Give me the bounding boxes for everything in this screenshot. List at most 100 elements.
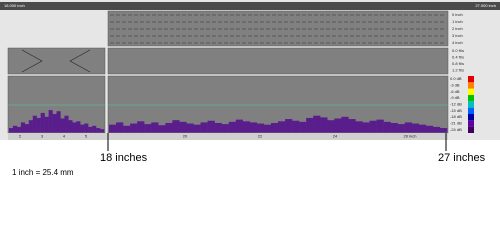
end-label: 27 inches [438,152,486,164]
scale-label: -6 dB [450,89,460,94]
signal-bar [48,110,53,133]
middle-label: 1.2 ft/s [452,68,464,73]
axis-tick: 22 [258,134,263,139]
axis-tick: 4 [63,134,66,139]
scale-label: -24 dB [450,127,462,132]
signal-bar [72,122,77,133]
signal-bar [172,120,180,133]
signal-bar [84,123,89,133]
scale-swatch [468,107,474,114]
scale-label: -12 dB [450,102,462,107]
scale-label: -15 dB [450,108,462,113]
signal-bar [32,115,37,133]
signal-bar [214,122,222,133]
scale-swatch [468,82,474,89]
middle-label: 0.4 ft/s [452,55,464,60]
signal-bar [36,117,41,133]
signal-bar [369,120,377,133]
signal-bar [221,124,229,133]
signal-bar [100,129,105,133]
axis-tick: 5 [85,134,88,139]
signal-bar [151,122,159,133]
screen: 18.000 inch 27.000 inch 18 inches 27 inc… [0,0,500,177]
scale-label: -3 dB [450,83,460,88]
axis-tick: 20 [183,134,188,139]
signal-bar [278,121,286,133]
signal-bar [76,121,81,133]
signal-bar [12,125,18,133]
top-label: 2 inch [452,26,463,31]
signal-bar [425,125,434,133]
signal-bar [130,123,138,133]
top-panel [107,10,449,47]
scale-swatch [468,114,474,121]
scale-label: 0.0 dB [450,76,462,81]
signal-bar [306,117,314,133]
scale-label: -21 dB [450,121,462,126]
signal-bar [52,114,57,133]
middle-panel [107,47,449,75]
signal-bar [270,122,279,133]
signal-bar [376,119,384,133]
signal-bar [207,120,215,133]
scale-swatch [468,101,474,108]
signal-bar [439,128,448,133]
middle-label: 0.8 ft/s [452,61,464,66]
scale-swatch [468,88,474,95]
signal-bar [390,122,398,133]
signal-bar [60,118,65,133]
signal-bar [179,121,187,133]
signal-bar [355,121,363,133]
axis-tick: 2 [19,134,22,139]
signal-bar [235,119,243,133]
signal-bar [313,115,321,133]
scale-swatch [468,126,474,133]
signal-bar [193,124,201,133]
signal-bar [40,112,45,133]
signal-bar [397,124,405,133]
signal-bar [299,121,307,133]
signal-bar [144,124,152,133]
signal-bar [327,120,335,133]
signal-bar [348,119,356,133]
scale-swatch [468,120,474,127]
signal-bar [432,126,441,133]
top-label: 1 inch [452,19,463,24]
signal-bar [158,125,166,133]
signal-bar [285,119,293,133]
signal-bar [9,128,14,133]
axis-tick: 26 inch [404,134,417,139]
signal-bar [383,121,391,133]
signal-bar [263,124,272,133]
chevron [21,49,43,73]
signal-bar [292,120,300,133]
signal-bar [80,124,85,133]
signal-bar [418,124,427,133]
scale-label: -9 dB [450,95,460,100]
signal-bar [16,126,22,133]
signal-bar [96,128,101,133]
signal-bar [56,111,61,133]
scale-swatch [468,76,474,83]
axis-strip [8,133,448,140]
header-end: 27.000 inch [475,3,496,8]
signal-bar [362,122,370,133]
signal-bar [256,123,265,133]
scale-label: -18 dB [450,114,462,119]
signal-bar [123,125,131,133]
signal-bar [334,118,342,133]
middle-label: 0.0 ft/s [452,48,464,53]
start-label: 18 inches [100,152,148,164]
signal-bar [116,122,124,133]
axis-tick: 24 [333,134,338,139]
signal-bar [341,116,349,133]
signal-bar [109,124,117,133]
signal-bar [24,124,29,133]
signal-bar [92,125,97,133]
header-start: 18.000 inch [4,3,25,8]
signal-bar [44,116,49,133]
signal-bar [200,122,208,133]
signal-bar [411,123,420,133]
chevron [69,49,91,73]
top-label: 3 inch [452,33,463,38]
